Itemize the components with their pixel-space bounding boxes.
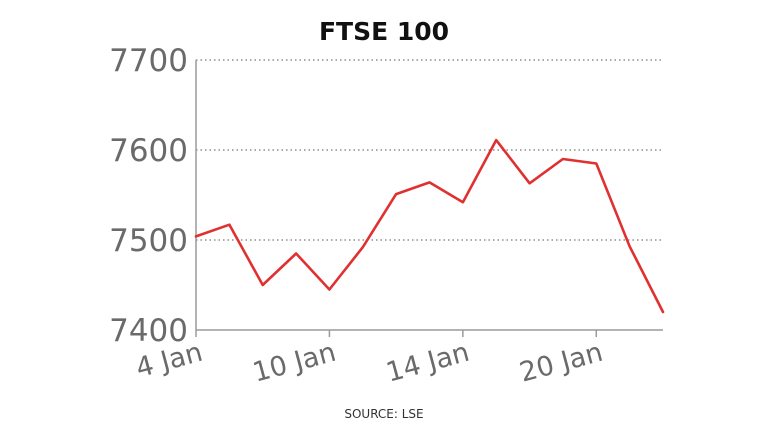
series-line — [194, 138, 665, 314]
axes — [195, 60, 663, 337]
gridlines — [196, 59, 663, 241]
source-note: SOURCE: LSE — [344, 407, 423, 421]
series-layer — [194, 138, 665, 314]
x-tick-label: 14 Jan — [383, 337, 473, 389]
y-axis-tick-labels: 7400 7500 7600 7700 — [109, 43, 188, 349]
x-tick-label: 20 Jan — [516, 337, 606, 389]
chart-title: FTSE 100 — [319, 17, 449, 46]
y-tick-label: 7600 — [109, 133, 188, 169]
x-axis-tick-labels: 4 Jan 10 Jan 14 Jan 20 Jan — [133, 337, 606, 389]
x-tick-label: 10 Jan — [250, 337, 340, 389]
y-tick-label: 7700 — [109, 43, 188, 79]
y-tick-label: 7400 — [109, 313, 188, 349]
y-tick-label: 7500 — [109, 223, 188, 259]
